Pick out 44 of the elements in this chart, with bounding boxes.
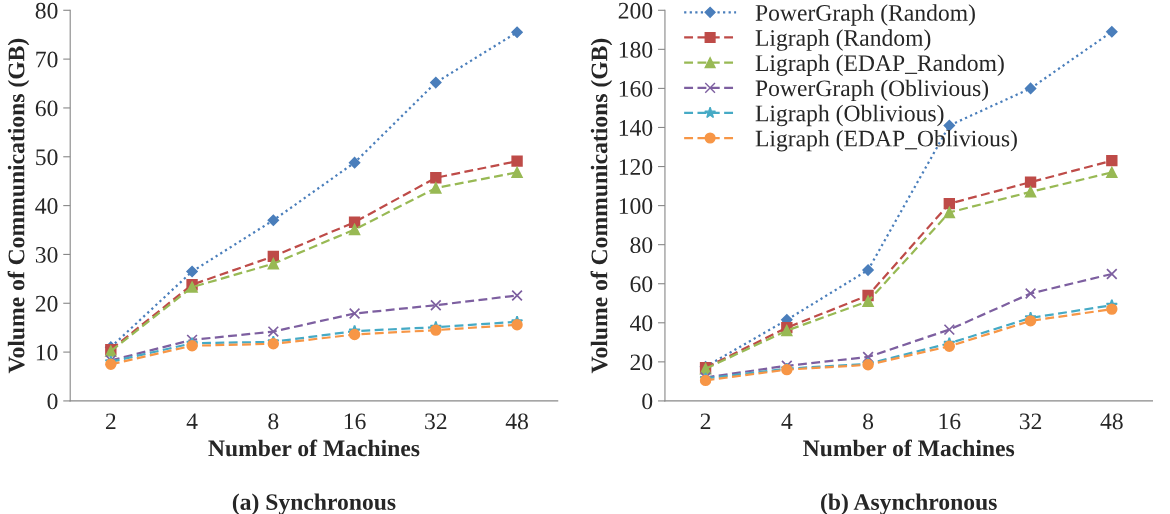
- y-axis-title: Volume of Communications (GB): [7, 38, 30, 374]
- y-tick-label: 80: [630, 237, 653, 254]
- x-tick-label: 16: [939, 413, 961, 430]
- x-axis-title: Number of Machines: [208, 439, 420, 457]
- y-axis-title: Volume of Communications (GB): [590, 38, 613, 374]
- legend-label: Ligraph (EDAP_Oblivious): [755, 129, 1017, 152]
- y-tick-label: 10: [36, 344, 58, 361]
- y-tick-label: 20: [630, 354, 653, 371]
- y-tick-label: 0: [47, 393, 58, 410]
- y-tick-label: 180: [619, 41, 653, 58]
- text: (a) Synchronous: [232, 493, 396, 514]
- legend-label: Ligraph (Oblivious): [755, 104, 944, 127]
- y-tick-label: 70: [36, 51, 58, 68]
- x-tick-label: 2: [105, 413, 116, 430]
- x-tick-label: 48: [505, 413, 528, 430]
- y-tick-label: 0: [642, 393, 653, 410]
- x-tick-label: 4: [781, 413, 793, 430]
- text: (b) Asynchronous: [821, 493, 997, 514]
- x-tick-label: 4: [186, 413, 198, 430]
- y-tick-label: 50: [36, 149, 58, 166]
- legend-label: PowerGraph (Oblivious): [755, 79, 989, 102]
- x-tick-label: 32: [425, 413, 447, 430]
- y-tick-label: 120: [619, 159, 653, 175]
- y-tick-label: 100: [619, 198, 653, 215]
- x-tick-label: 8: [268, 413, 279, 430]
- x-tick-label: 8: [863, 413, 874, 430]
- y-tick-label: 60: [630, 276, 653, 293]
- legend-label: Ligraph (Random): [755, 29, 931, 51]
- x-tick-label: 32: [1019, 413, 1042, 430]
- y-tick-label: 30: [35, 246, 58, 263]
- legend-label: PowerGraph (Random): [755, 4, 975, 26]
- y-tick-label: 40: [629, 315, 653, 332]
- y-tick-label: 140: [619, 119, 653, 136]
- y-tick-label: 80: [35, 2, 58, 19]
- y-tick-label: 60: [35, 100, 58, 117]
- x-tick-label: 2: [700, 413, 711, 430]
- y-tick-label: 40: [35, 198, 58, 215]
- y-tick-label: 20: [35, 295, 58, 312]
- x-tick-label: 48: [1100, 413, 1123, 430]
- y-tick-label: 160: [619, 80, 653, 97]
- legend-label: Ligraph (EDAP_Random): [755, 54, 1004, 76]
- x-axis-title: Number of Machines: [803, 439, 1015, 457]
- y-tick-label: 200: [618, 2, 653, 19]
- x-tick-label: 16: [344, 413, 366, 430]
